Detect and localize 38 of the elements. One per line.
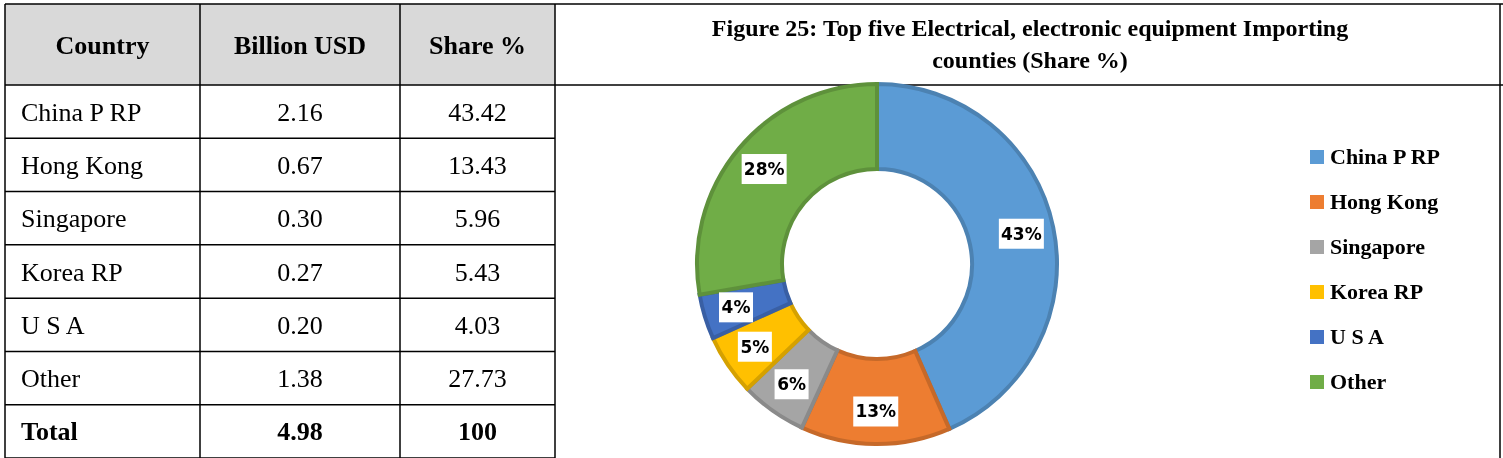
donut-slice <box>695 82 879 297</box>
data-label: 4.98 <box>277 417 323 447</box>
data-label: 5.96 <box>454 204 501 234</box>
data-label: 2.16 <box>277 97 323 127</box>
data-label: 0.27 <box>277 257 323 287</box>
data-label: 13% <box>855 401 897 422</box>
category-label: Total <box>21 417 78 447</box>
data-label: 100 <box>458 417 497 447</box>
text: Country <box>55 31 150 60</box>
legend-label: China P RP <box>1330 144 1441 169</box>
legend-label: Hong Kong <box>1330 189 1439 214</box>
data-label: 0.67 <box>277 150 323 180</box>
data-label: 4% <box>721 297 751 318</box>
data-label: 27.73 <box>448 364 507 394</box>
category-label: Hong Kong <box>21 150 144 180</box>
text: Billion USD <box>233 31 367 60</box>
data-label: 5% <box>740 336 770 357</box>
data-label: 1.38 <box>277 364 323 394</box>
data-label: 0.20 <box>277 310 323 340</box>
data-label: 4.03 <box>454 310 501 340</box>
legend-label: Korea RP <box>1330 279 1424 304</box>
category-label: China P RP <box>21 97 142 127</box>
data-label: 43.42 <box>448 97 507 127</box>
data-label: 13.43 <box>448 150 507 180</box>
category-label: Korea RP <box>21 257 123 287</box>
text: Share % <box>428 31 527 60</box>
legend-label: U S A <box>1330 324 1384 349</box>
data-label: 5.43 <box>454 257 501 287</box>
category-label: Other <box>21 364 81 394</box>
data-label: 6% <box>777 374 807 395</box>
legend-label: Singapore <box>1330 234 1426 259</box>
chart-title: Figure 25: Top five Electrical, electronic equipment Importing counties (Share %) <box>711 15 1349 73</box>
legend-label: Other <box>1330 369 1387 394</box>
data-label: 43% <box>1001 223 1042 244</box>
category-label: U S A <box>21 310 85 340</box>
data-label: 0.30 <box>277 204 323 234</box>
data-label: 28% <box>743 159 785 180</box>
category-label: Singapore <box>21 204 127 234</box>
